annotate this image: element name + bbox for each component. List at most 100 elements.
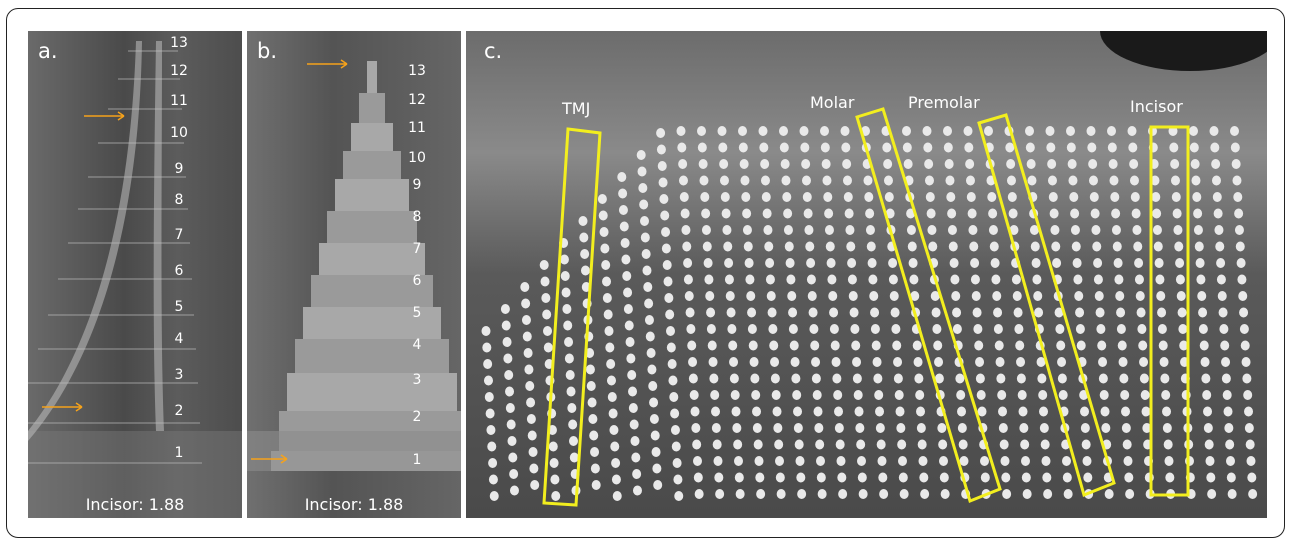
phantom-dot <box>829 307 839 318</box>
phantom-dot <box>1112 241 1122 252</box>
phantom-dot <box>697 142 707 153</box>
phantom-dot <box>505 386 515 397</box>
phantom-dot <box>711 423 721 433</box>
phantom-dot <box>664 293 674 303</box>
phantom-dot <box>1007 192 1017 202</box>
phantom-dot <box>970 274 980 285</box>
phantom-dot <box>623 304 633 314</box>
phantom-dot <box>766 291 776 301</box>
phantom-dot <box>1075 324 1085 334</box>
phantom-dot <box>1202 390 1212 400</box>
phantom-dot <box>658 177 668 188</box>
phantom-dot <box>993 307 1003 318</box>
step-label: 9 <box>174 161 184 177</box>
step-label: 11 <box>170 93 188 109</box>
phantom-dot <box>895 406 905 417</box>
wedge-step <box>335 179 409 211</box>
phantom-dot <box>1195 258 1205 268</box>
phantom-dot <box>651 447 661 457</box>
wedge-step <box>295 339 449 373</box>
phantom-dot <box>956 390 966 400</box>
phantom-dot <box>1138 340 1148 351</box>
phantom-dot <box>868 274 878 285</box>
phantom-dot <box>541 293 551 303</box>
phantom-dot <box>971 291 981 301</box>
tmj-highlight-box <box>542 127 602 507</box>
phantom-dot <box>1163 439 1173 450</box>
phantom-dot <box>640 232 650 243</box>
phantom-dot <box>612 491 622 501</box>
phantom-dot <box>842 159 852 169</box>
phantom-dot <box>858 489 868 499</box>
phantom-dot <box>637 166 647 177</box>
phantom-dot <box>485 408 495 419</box>
phantom-dot <box>638 183 648 193</box>
phantom-dot <box>1013 307 1023 318</box>
phantom-dot <box>1225 439 1235 450</box>
phantom-dot <box>488 458 498 468</box>
phantom-dot <box>1213 208 1223 219</box>
phantom-dot <box>769 340 779 351</box>
phantom-dot <box>1173 225 1183 235</box>
phantom-dot <box>805 241 815 252</box>
phantom-dot <box>1012 291 1022 301</box>
phantom-dot <box>1034 307 1044 318</box>
phantom-dot <box>1072 258 1082 268</box>
phantom-dot <box>891 324 901 334</box>
phantom-dot <box>950 274 960 285</box>
phantom-dot <box>1134 258 1144 268</box>
phantom-dot <box>915 390 925 400</box>
phantom-dot <box>1235 241 1245 252</box>
phantom-dot <box>1123 456 1133 466</box>
phantom-dot <box>662 260 672 270</box>
arrow-icon <box>42 402 83 412</box>
panel-b-xray: b. 13 12 11 10 9 8 7 6 5 4 3 2 1 Incisor… <box>247 31 461 518</box>
phantom-dot <box>820 142 830 153</box>
phantom-dot <box>521 315 531 325</box>
phantom-dot <box>1178 324 1188 334</box>
phantom-dot <box>1191 175 1201 186</box>
phantom-dot <box>1083 472 1093 483</box>
phantom-dot <box>793 423 803 433</box>
phantom-dot <box>908 258 918 268</box>
phantom-dot <box>530 480 540 490</box>
phantom-dot <box>682 241 692 252</box>
phantom-dot <box>848 291 858 301</box>
panel-a-xray: a. 13 12 11 10 9 8 7 6 5 4 3 2 1 Incisor… <box>28 31 242 518</box>
phantom-dot <box>1022 489 1032 499</box>
phantom-dot <box>1116 324 1126 334</box>
phantom-dot <box>1165 472 1175 483</box>
phantom-dot <box>601 260 611 270</box>
phantom-dot <box>1043 489 1053 499</box>
phantom-dot <box>867 258 877 268</box>
wedge-step <box>319 243 425 275</box>
phantom-dot <box>831 357 841 367</box>
phantom-dot <box>627 370 637 380</box>
phantom-dot <box>959 456 969 466</box>
phantom-dot <box>640 216 649 226</box>
phantom-dot <box>605 342 615 353</box>
phantom-dot <box>816 456 825 466</box>
wedge-step <box>359 93 385 123</box>
phantom-dot <box>875 423 885 433</box>
phantom-dot <box>714 472 724 483</box>
step-label: 6 <box>412 273 422 289</box>
phantom-dot <box>938 439 948 450</box>
phantom-dot <box>958 439 968 450</box>
phantom-dot <box>1039 423 1049 433</box>
panel-c-xray: c. TMJ Molar Premolar Incisor <box>466 31 1267 518</box>
phantom-dot <box>678 175 688 186</box>
phantom-dot <box>916 423 926 433</box>
phantom-dot <box>636 150 646 160</box>
phantom-dot <box>1162 406 1172 417</box>
molar-highlight-box <box>855 107 1002 504</box>
phantom-dot <box>811 373 821 384</box>
phantom-dot <box>1121 423 1131 433</box>
phantom-dot <box>665 309 675 320</box>
phantom-dot <box>732 423 742 433</box>
phantom-dot <box>989 241 999 252</box>
phantom-dot <box>702 241 712 252</box>
phantom-dot <box>527 430 537 441</box>
phantom-dot <box>922 126 932 136</box>
phantom-dot <box>1096 324 1106 334</box>
